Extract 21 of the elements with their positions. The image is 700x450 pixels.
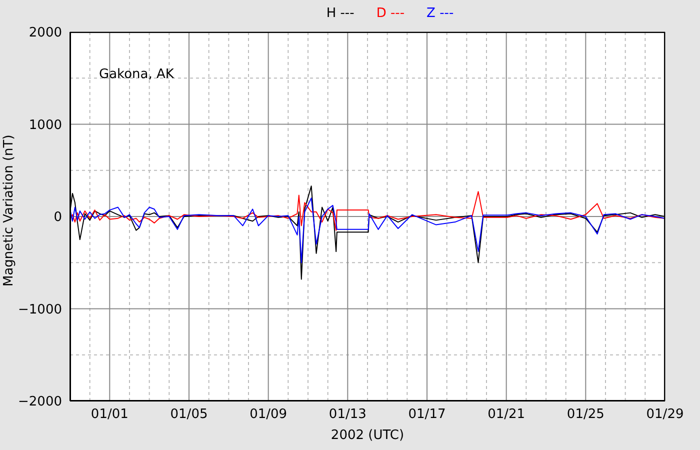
y-tick-label: 2000 bbox=[28, 26, 62, 41]
y-tick-label: 1000 bbox=[28, 118, 62, 133]
x-tick-label: 01/29 bbox=[646, 407, 684, 422]
y-axis-title: Magnetic Variation (nT) bbox=[2, 134, 17, 286]
text: H --- bbox=[326, 6, 354, 21]
text: D --- bbox=[376, 6, 405, 21]
y-tick-label: −2000 bbox=[18, 394, 62, 410]
x-axis-title: 2002 (UTC) bbox=[330, 428, 404, 443]
text: Z --- bbox=[426, 6, 454, 21]
line-series bbox=[70, 198, 665, 264]
x-tick-label: 01/09 bbox=[250, 407, 288, 422]
x-tick-label: 01/17 bbox=[408, 407, 446, 422]
x-tick-label: 01/05 bbox=[170, 407, 208, 422]
line-series bbox=[70, 191, 665, 231]
x-tick-label: 01/13 bbox=[328, 407, 366, 422]
annotation: Gakona, AK bbox=[99, 67, 174, 82]
y-tick-label: 0 bbox=[54, 210, 62, 226]
y-tick-label: −1000 bbox=[18, 302, 62, 318]
x-tick-label: 01/25 bbox=[566, 407, 604, 422]
x-tick-label: 01/21 bbox=[488, 407, 526, 422]
x-tick-label: 01/01 bbox=[90, 407, 128, 422]
